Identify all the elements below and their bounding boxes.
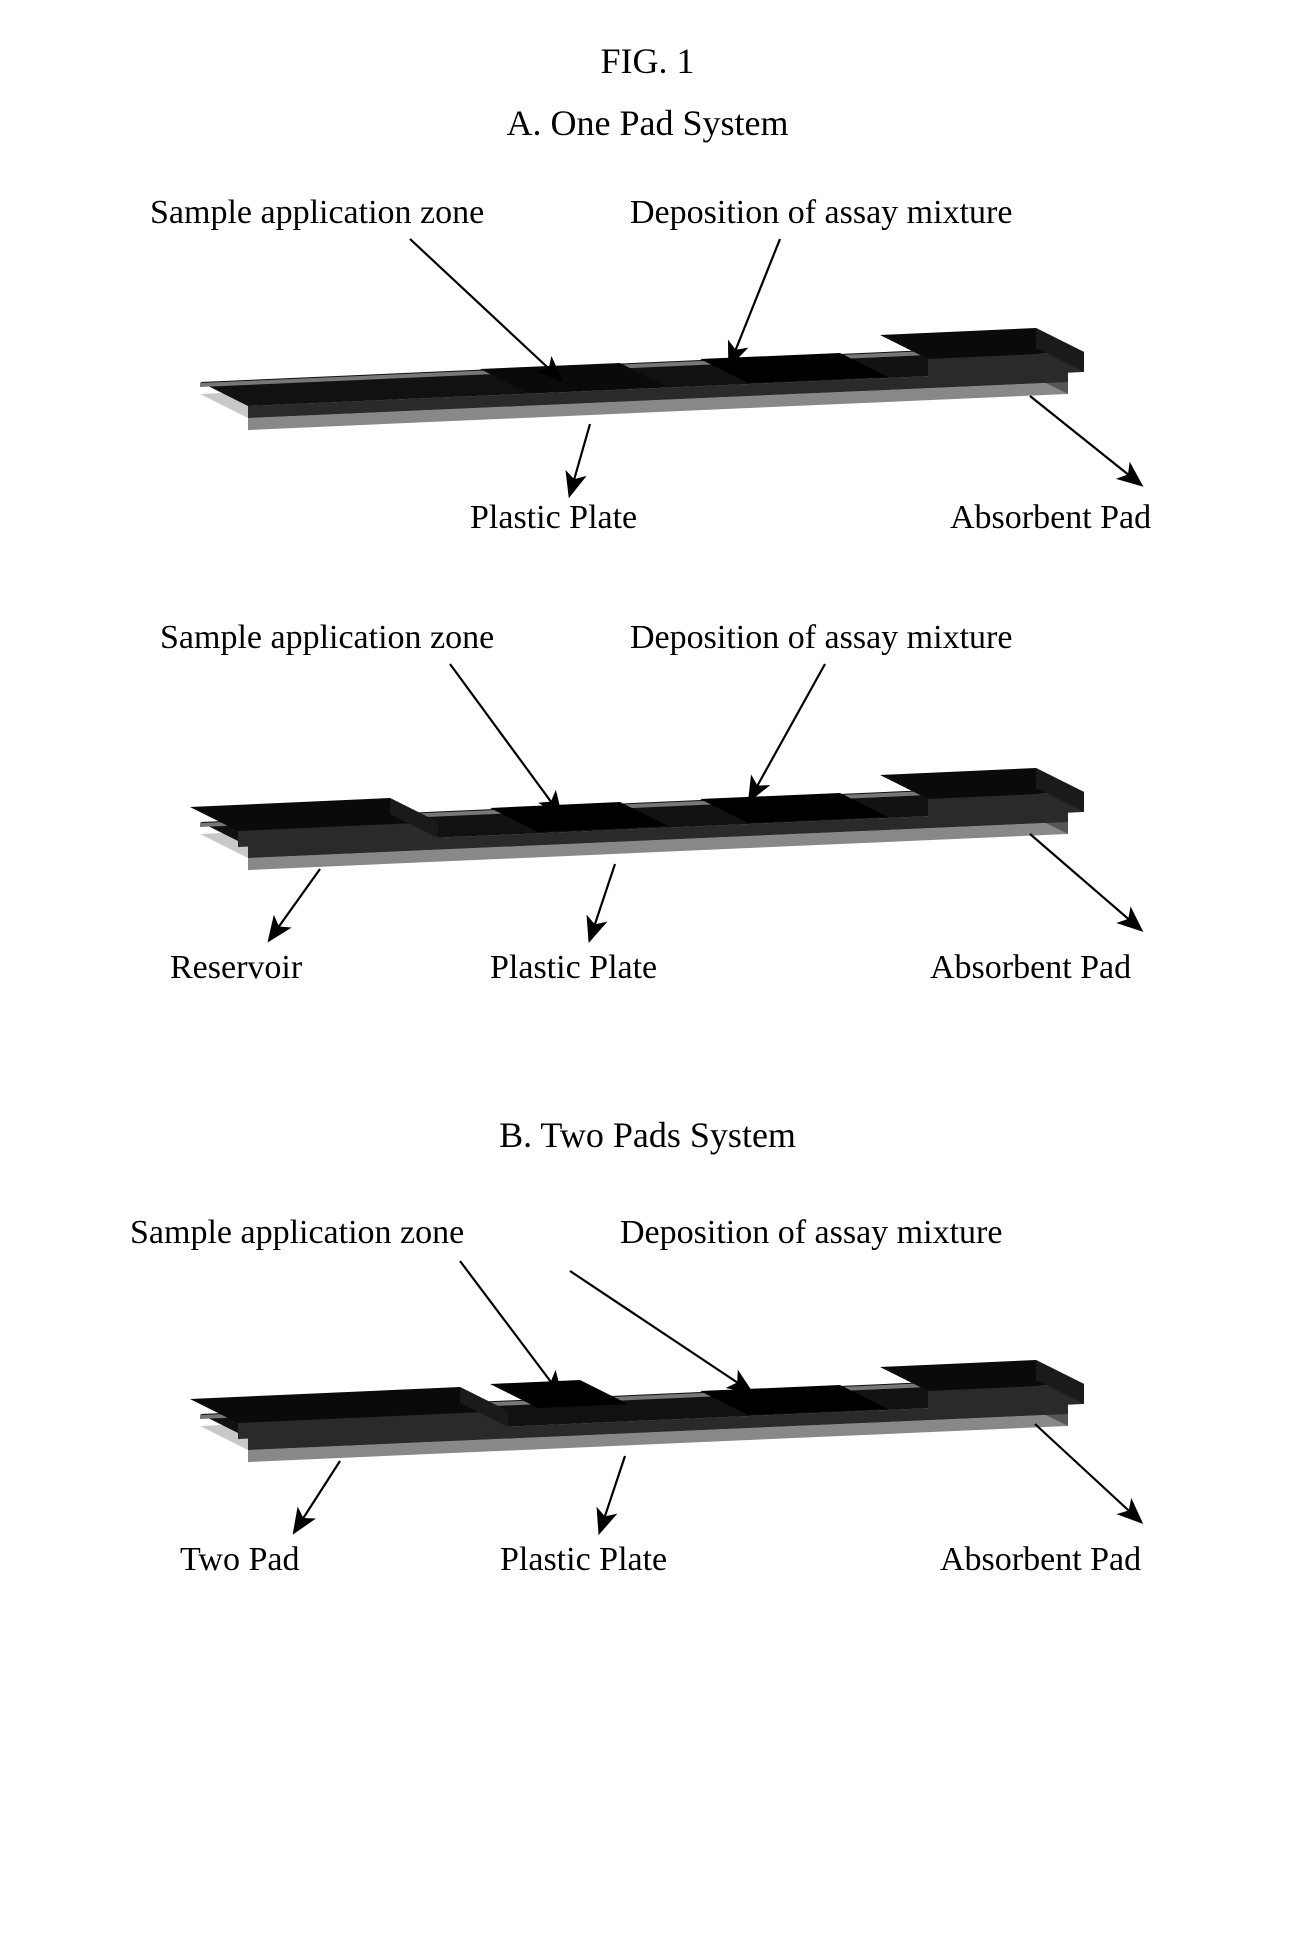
label-sample-zone-b: Sample application zone — [130, 1214, 464, 1252]
label-sample-zone-a1: Sample application zone — [150, 194, 484, 232]
label-absorbent-pad-a2: Absorbent Pad — [930, 949, 1131, 987]
label-absorbent-pad-b: Absorbent Pad — [940, 1541, 1141, 1579]
diagram-a1: Sample application zone Deposition of as… — [60, 164, 1235, 584]
section-a: A. One Pad System — [60, 102, 1235, 1044]
label-assay-mixture-a2: Deposition of assay mixture — [630, 619, 1012, 657]
section-a-title: A. One Pad System — [60, 102, 1235, 144]
label-sample-zone-a2: Sample application zone — [160, 619, 494, 657]
section-b: B. Two Pads System — [60, 1114, 1235, 1636]
diagram-a2: Sample application zone Deposition of as… — [60, 584, 1235, 1044]
section-b-title: B. Two Pads System — [60, 1114, 1235, 1156]
label-absorbent-pad-a1: Absorbent Pad — [950, 499, 1151, 537]
label-plastic-plate-a1: Plastic Plate — [470, 499, 637, 537]
label-reservoir-a2: Reservoir — [170, 949, 302, 987]
diagram-b1: Sample application zone Deposition of as… — [60, 1176, 1235, 1636]
figure-label: FIG. 1 — [60, 40, 1235, 82]
label-plastic-plate-a2: Plastic Plate — [490, 949, 657, 987]
label-assay-mixture-a1: Deposition of assay mixture — [630, 194, 1012, 232]
label-plastic-plate-b: Plastic Plate — [500, 1541, 667, 1579]
label-assay-mixture-b: Deposition of assay mixture — [620, 1214, 1002, 1252]
label-two-pad-b: Two Pad — [180, 1541, 299, 1579]
